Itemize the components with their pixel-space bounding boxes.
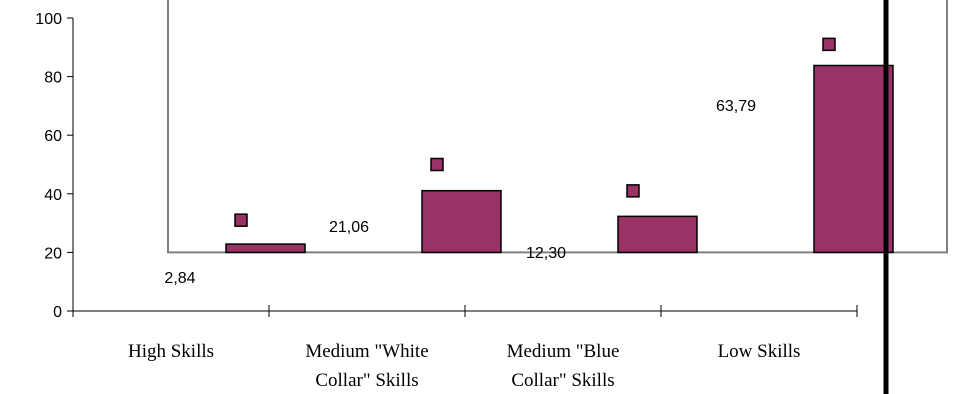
y-tick-label: 40 [44, 187, 62, 204]
marker [626, 184, 640, 198]
data-label: 12,30 [526, 245, 566, 262]
x-category-label: Low Skills [718, 341, 801, 362]
x-category-label: Collar" Skills [511, 370, 614, 391]
y-tick-label: 60 [44, 128, 62, 145]
bar [617, 215, 698, 254]
y-tick-label: 100 [35, 11, 62, 28]
bar [225, 243, 306, 254]
axis-layer: 0 20 40 60 80 100 [35, 11, 858, 321]
x-category-label: Medium "Blue [507, 341, 620, 362]
plot-frame [167, 0, 948, 254]
marker-layer [234, 37, 836, 227]
y-tick-label: 80 [44, 70, 62, 87]
y-tick-label: 20 [44, 245, 62, 262]
x-category-label: Collar" Skills [315, 370, 418, 391]
plot-frame-layer [167, 0, 948, 254]
marker [430, 157, 444, 172]
bar [421, 189, 502, 254]
bar [813, 64, 894, 254]
data-label: 63,79 [716, 98, 756, 115]
x-category-label: Medium "White [305, 341, 428, 362]
marker [234, 213, 248, 227]
label-layer: High Skills Medium "White Collar" Skills Me… [128, 98, 800, 391]
data-label: 21,06 [329, 219, 369, 236]
y-tick-label: 0 [53, 304, 62, 321]
data-label: 2,84 [164, 270, 195, 287]
bar-layer [225, 64, 894, 254]
x-category-label: High Skills [128, 341, 214, 362]
marker [822, 37, 836, 52]
